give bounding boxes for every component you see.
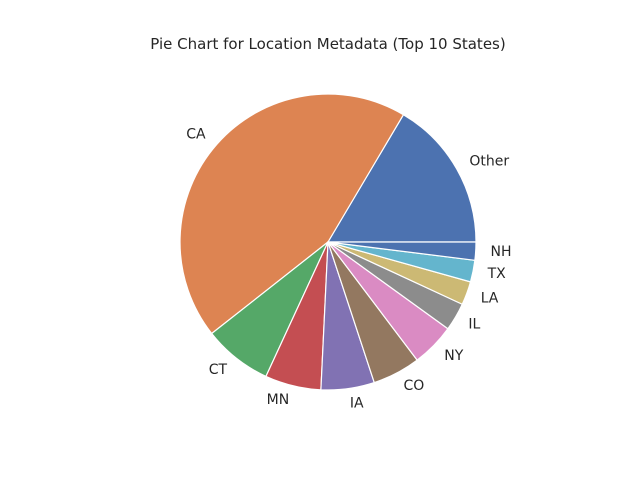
pie-label-ny: NY xyxy=(444,348,463,364)
pie-slices xyxy=(179,93,477,391)
pie-label-ia: IA xyxy=(350,395,364,411)
pie-label-mn: MN xyxy=(267,392,290,408)
pie-label-co: CO xyxy=(404,378,425,394)
pie-label-il: IL xyxy=(468,316,480,332)
pie-label-ct: CT xyxy=(209,362,228,378)
pie-slice-other xyxy=(327,114,477,243)
pie-label-la: LA xyxy=(481,290,499,306)
chart-title: Pie Chart for Location Metadata (Top 10 … xyxy=(150,35,505,53)
pie-label-other: Other xyxy=(469,153,509,169)
pie-slice-ca xyxy=(179,93,405,335)
pie-label-nh: NH xyxy=(491,244,512,260)
pie-slice-nh xyxy=(327,241,477,261)
pie-label-ca: CA xyxy=(186,127,206,143)
pie-label-tx: TX xyxy=(487,266,507,282)
